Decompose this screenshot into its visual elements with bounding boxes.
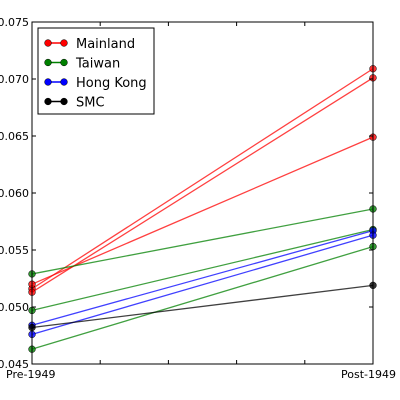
y-tick-label: 0.070: [0, 73, 29, 86]
legend-swatch-marker: [44, 78, 52, 86]
legend-label: SMC: [76, 96, 105, 111]
series-line-smc: [31, 284, 374, 329]
legend-label: Hong Kong: [76, 76, 147, 91]
y-tick-label: 0.075: [0, 16, 29, 29]
y-tick-label: 0.050: [0, 301, 29, 314]
legend-swatch-marker: [44, 58, 52, 67]
series-line-mainland: [31, 68, 374, 290]
series-line-taiwan: [31, 245, 374, 350]
legend-swatch-marker: [60, 78, 68, 86]
series-line-mainland: [31, 77, 374, 293]
y-tick-label: 0.055: [0, 244, 29, 257]
legend-label: Taiwan: [75, 57, 120, 72]
y-tick-label: 0.045: [0, 358, 29, 371]
x-axis: Pre-1949 Post-1949: [6, 22, 396, 381]
x-tick-label: Post-1949: [341, 368, 396, 381]
legend-swatch-marker: [44, 39, 52, 47]
legend: Mainland Taiwan Hong Kong SMC: [37, 27, 155, 115]
series-line-mainland: [31, 136, 374, 285]
legend-swatch-marker: [60, 97, 68, 106]
series-line-taiwan: [31, 208, 374, 275]
y-tick-label: 0.065: [0, 130, 29, 143]
series-line-hong-kong: [31, 229, 374, 326]
legend-label: Mainland: [76, 37, 135, 52]
x-tick-label: Pre-1949: [6, 368, 55, 381]
legend-swatch-marker: [60, 58, 68, 67]
series-line-taiwan: [31, 228, 374, 312]
legend-swatch-marker: [44, 97, 52, 106]
legend-swatch-marker: [60, 39, 68, 47]
y-axis: 0.045 0.050 0.055 0.060 0.065 0.070 0.075: [0, 16, 373, 371]
y-tick-label: 0.060: [0, 187, 29, 200]
series-line-hong-kong: [31, 234, 374, 335]
